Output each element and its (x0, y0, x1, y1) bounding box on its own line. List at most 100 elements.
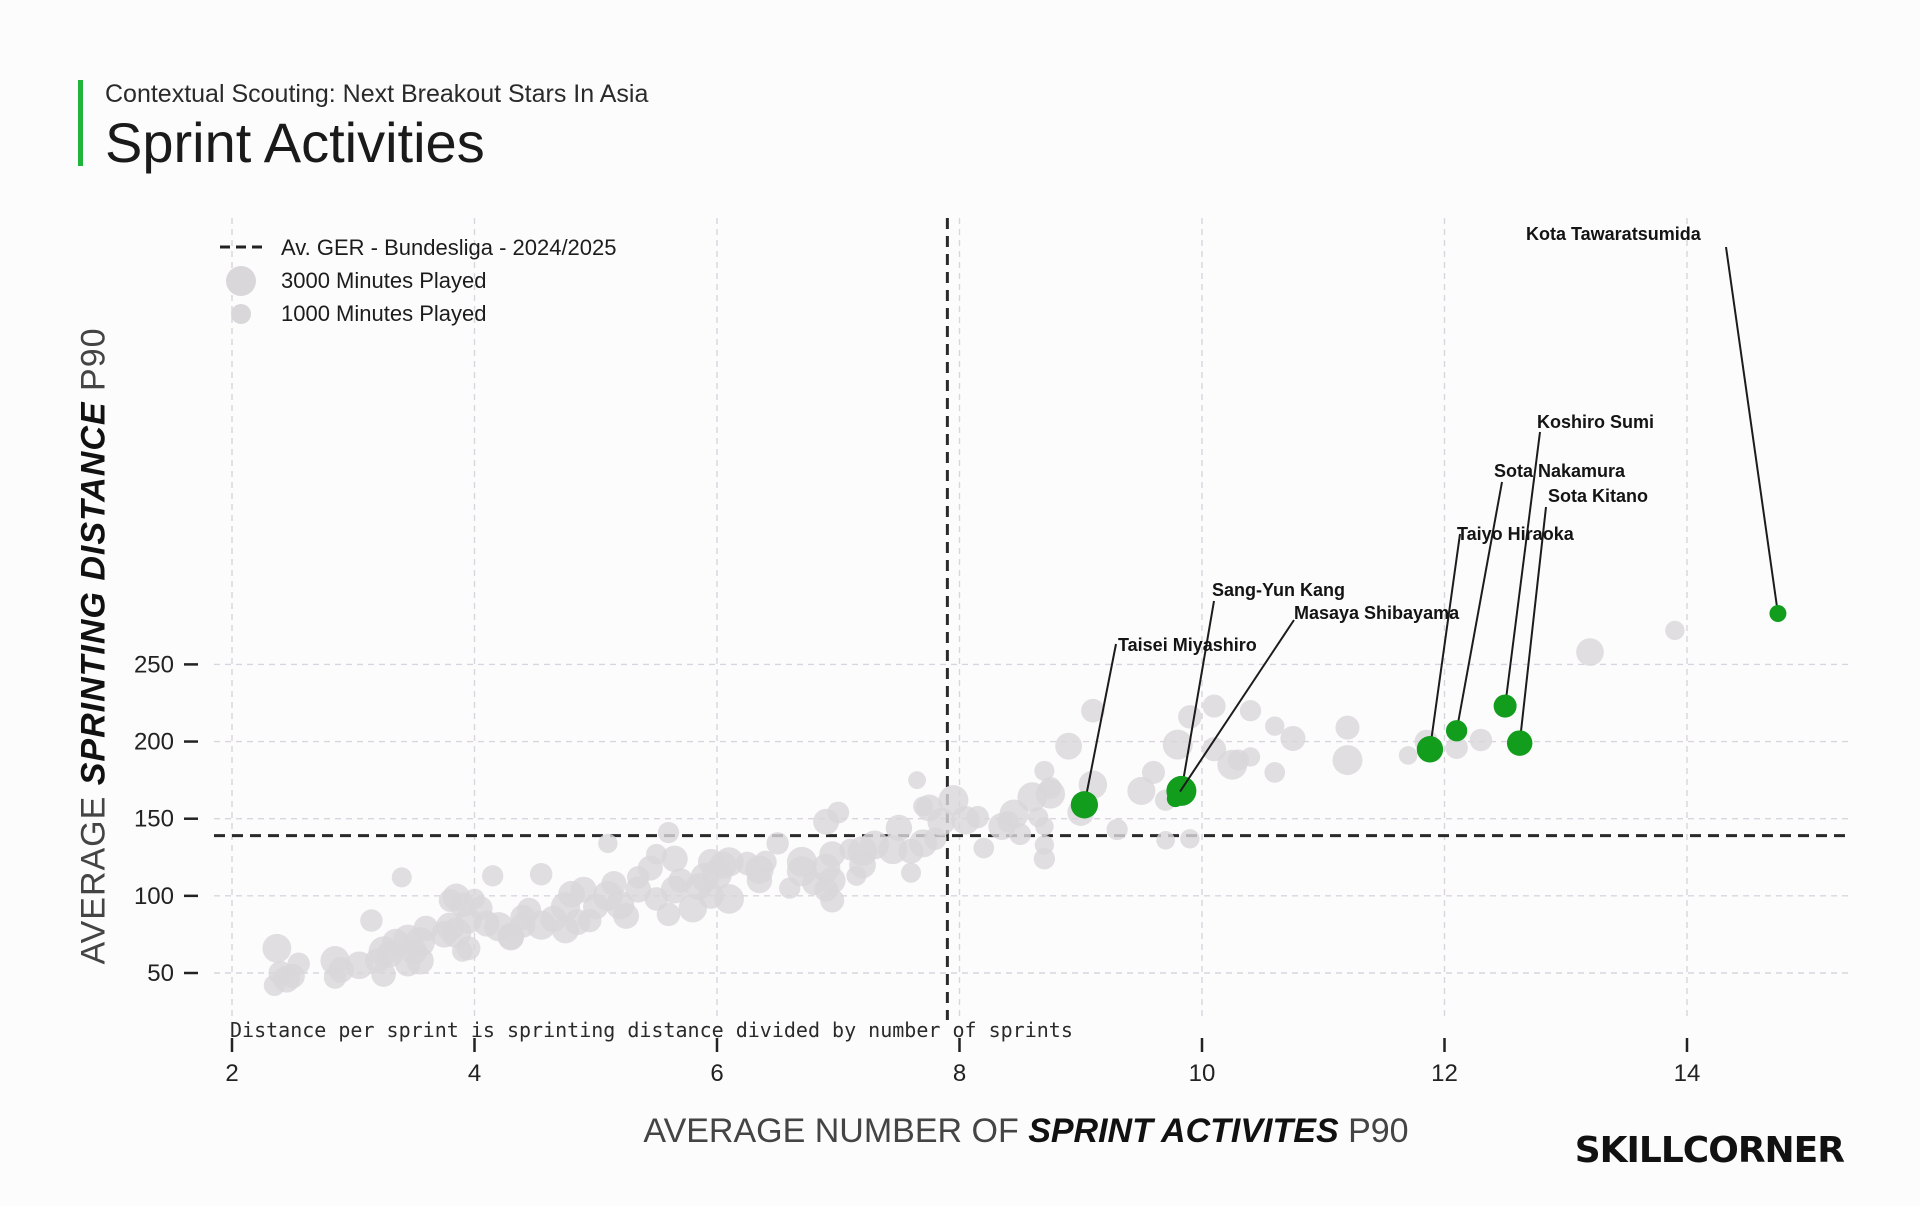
highlighted-point (1166, 790, 1184, 808)
league-point (966, 805, 989, 829)
league-point (1156, 830, 1175, 850)
league-point (657, 821, 680, 844)
accent-bar (78, 80, 83, 166)
league-point (1035, 817, 1054, 836)
x-axis-label: AVERAGE NUMBER OF SPRINT ACTIVITES P90 (643, 1112, 1409, 1150)
highlighted-point (1445, 720, 1468, 742)
league-point (262, 933, 292, 963)
league-point (846, 865, 867, 886)
callout-line (1180, 600, 1215, 792)
league-point (1055, 732, 1083, 760)
league-point (1265, 716, 1285, 736)
league-point (988, 812, 1016, 841)
highlighted-players: Kota Tawaratsumida Koshiro Sumi Sota Nakam… (1070, 224, 1787, 819)
league-point (973, 837, 995, 859)
league-point (1280, 725, 1306, 751)
league-point (779, 877, 801, 899)
league-point (1217, 749, 1248, 780)
legend-label: 3000 Minutes Played (281, 268, 486, 293)
highlighted-point (1416, 736, 1444, 763)
league-point (656, 902, 681, 927)
league-point (1445, 736, 1468, 759)
callout-line (1518, 506, 1547, 744)
x-tick-label: 14 (1674, 1060, 1701, 1087)
league-point (482, 865, 504, 887)
league-point (529, 863, 553, 886)
player-label: Taisei Miyashiro (1118, 635, 1257, 655)
league-point (820, 888, 845, 913)
highlighted-point (1506, 730, 1533, 756)
y-tick-label: 150 (134, 806, 174, 833)
league-point (735, 851, 760, 876)
league-point (1180, 829, 1200, 849)
y-tick-label: 250 (134, 651, 174, 678)
league-point (1034, 760, 1055, 781)
league-point (360, 909, 383, 932)
league-point (371, 962, 396, 987)
player-label: Sang-Yun Kang (1212, 580, 1345, 600)
footnote: Distance per sprint is sprinting distanc… (230, 1018, 1073, 1042)
callout-line (1725, 246, 1779, 614)
league-point (406, 946, 434, 975)
y-axis-label: AVERAGE SPRINTING DISTANCE P90 (74, 327, 113, 965)
league-point (1033, 848, 1056, 870)
callout-line (1504, 431, 1541, 707)
league-point (464, 888, 485, 910)
league-point (1141, 760, 1166, 784)
legend-size-swatch-small (231, 304, 251, 324)
axis-ticks: 2 4 6 8 10 12 14 50 100 150 200 250 (134, 651, 1700, 1087)
callout-line (1174, 619, 1295, 800)
league-point (551, 916, 580, 944)
league-point (1009, 823, 1032, 846)
highlighted-point (1070, 791, 1099, 819)
league-point (885, 814, 913, 842)
y-tick-label: 100 (134, 883, 174, 910)
x-tick-label: 8 (953, 1060, 966, 1087)
chart-subtitle: Contextual Scouting: Next Breakout Stars… (105, 80, 649, 108)
league-point (1127, 776, 1156, 805)
player-label: Koshiro Sumi (1537, 412, 1654, 432)
league-point (452, 941, 473, 962)
league-point (598, 833, 618, 854)
player-label: Sota Kitano (1548, 486, 1648, 506)
league-point (813, 808, 840, 835)
skillcorner-logo: SKILLCORNER (1574, 1130, 1845, 1171)
league-point (625, 876, 652, 903)
player-label: Kota Tawaratsumida (1526, 224, 1702, 244)
league-point (1576, 638, 1604, 666)
league-point (1106, 818, 1128, 841)
y-tick-label: 50 (147, 960, 174, 987)
league-point (323, 966, 347, 989)
league-point (1665, 620, 1685, 641)
x-tick-label: 4 (468, 1060, 481, 1087)
league-point (263, 974, 286, 997)
player-label: Taiyo Hiraoka (1457, 524, 1575, 544)
league-point (1335, 715, 1360, 740)
legend-label: 1000 Minutes Played (281, 301, 486, 326)
callout-line (1428, 533, 1461, 750)
league-point (613, 902, 640, 929)
callout-line (1083, 643, 1117, 806)
legend: Av. GER - Bundesliga - 2024/2025 3000 Min… (220, 235, 617, 326)
league-point (900, 862, 922, 883)
x-tick-label: 6 (710, 1060, 723, 1087)
league-point (1332, 745, 1363, 776)
league-point (908, 771, 926, 790)
league-point (1469, 728, 1493, 752)
chart-title: Sprint Activities (105, 111, 485, 174)
league-points (262, 620, 1685, 997)
league-point (1081, 698, 1105, 723)
league-point (1398, 746, 1418, 765)
callout-line (1455, 481, 1503, 731)
league-point (438, 888, 462, 912)
league-point (1202, 694, 1226, 718)
highlighted-point (1769, 604, 1787, 622)
league-point (1264, 762, 1286, 783)
highlighted-point (1493, 694, 1517, 718)
league-point (766, 832, 789, 855)
league-point (1178, 705, 1202, 729)
player-label: Masaya Shibayama (1294, 603, 1460, 623)
league-point (1239, 700, 1262, 722)
league-point (661, 845, 688, 873)
